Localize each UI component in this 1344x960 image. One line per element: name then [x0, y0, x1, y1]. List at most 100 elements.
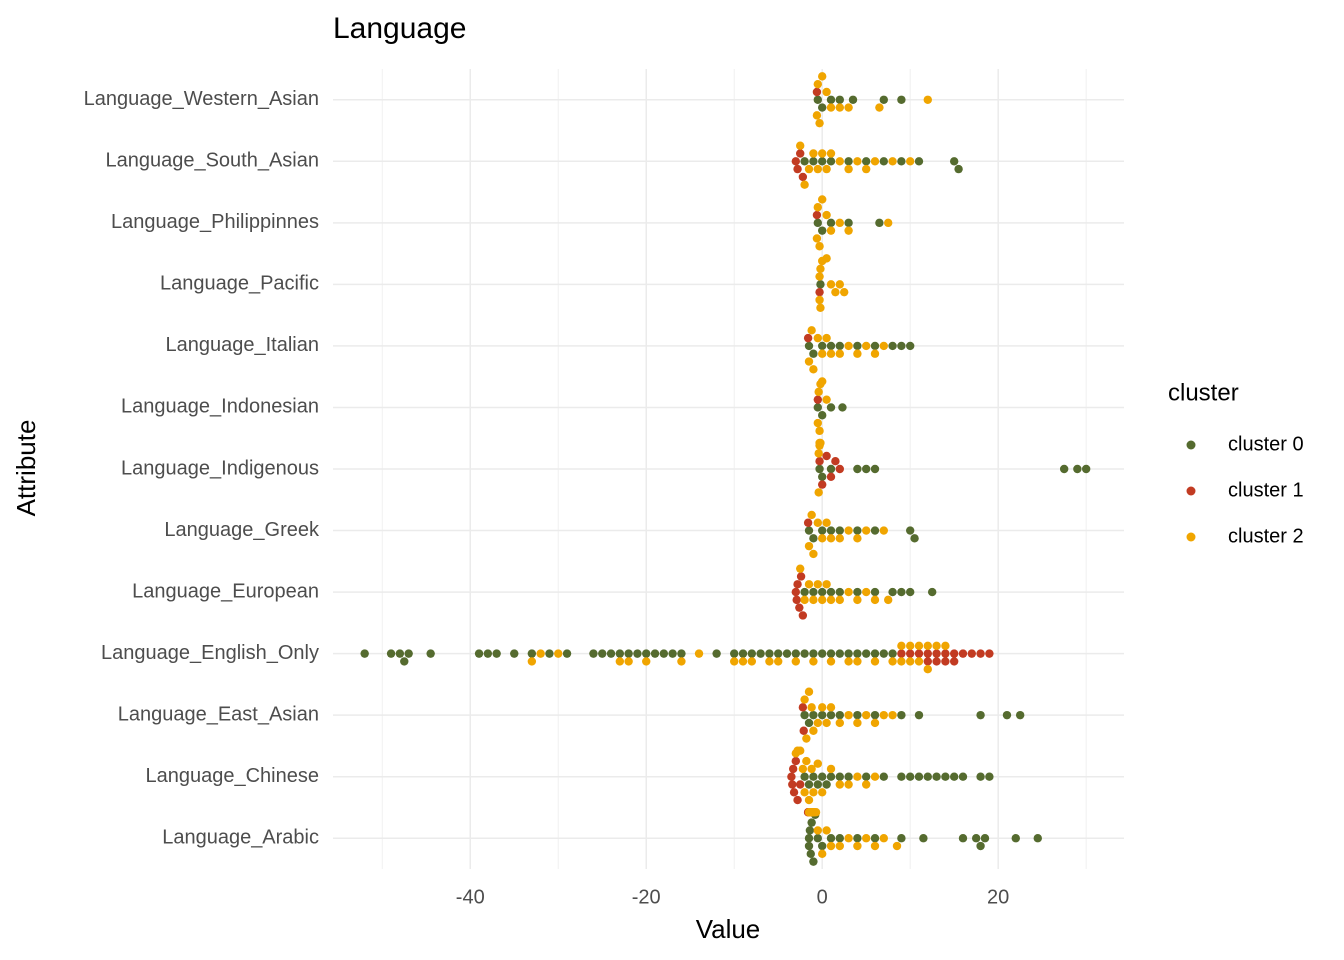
point	[814, 449, 823, 458]
point	[826, 595, 836, 605]
point	[1081, 464, 1091, 474]
point	[796, 149, 805, 158]
legend-marker	[1186, 532, 1196, 542]
point	[774, 649, 783, 658]
point	[807, 703, 816, 712]
point	[386, 649, 396, 658]
point	[831, 287, 840, 297]
point	[818, 587, 827, 597]
point	[806, 849, 815, 859]
point	[818, 788, 827, 797]
point	[804, 526, 814, 535]
point	[813, 418, 823, 428]
point	[812, 210, 822, 220]
point	[888, 587, 897, 597]
point	[798, 764, 808, 774]
point	[795, 603, 804, 612]
point	[897, 587, 906, 597]
point	[677, 657, 686, 666]
point	[813, 780, 823, 789]
point	[826, 226, 836, 235]
point	[914, 157, 924, 166]
point	[826, 710, 836, 720]
point	[914, 710, 924, 720]
point	[853, 157, 862, 166]
chart-title: Language	[333, 12, 466, 45]
point	[853, 657, 862, 666]
point	[861, 526, 871, 535]
point	[835, 710, 845, 720]
point	[818, 341, 827, 351]
point	[809, 857, 818, 866]
point	[826, 341, 836, 351]
point	[527, 657, 537, 666]
y-tick-label: Language_Indigenous	[121, 457, 319, 479]
point	[844, 710, 853, 720]
point	[812, 111, 822, 120]
point	[774, 657, 783, 666]
point	[799, 726, 808, 735]
point	[815, 272, 824, 281]
point	[510, 649, 519, 658]
point	[404, 649, 413, 658]
point	[826, 534, 836, 543]
point	[958, 834, 968, 843]
point	[800, 695, 809, 704]
point	[870, 841, 880, 851]
point	[802, 734, 811, 743]
point	[633, 649, 642, 658]
point	[809, 365, 818, 374]
point	[802, 756, 811, 766]
point	[932, 657, 941, 666]
point	[853, 526, 862, 535]
point	[798, 611, 808, 620]
point	[1011, 834, 1020, 843]
points	[360, 72, 1091, 866]
point	[796, 746, 805, 755]
point	[897, 649, 906, 658]
point	[615, 657, 625, 666]
point	[793, 795, 802, 805]
point	[861, 164, 871, 174]
point	[789, 788, 799, 797]
point	[826, 403, 836, 412]
point	[814, 387, 823, 397]
point	[804, 541, 814, 551]
point	[809, 587, 818, 597]
point	[818, 195, 827, 204]
point	[812, 234, 822, 243]
x-axis-label: Value	[696, 914, 761, 944]
point	[1015, 710, 1025, 720]
point	[818, 411, 827, 420]
point	[818, 703, 827, 712]
point	[809, 157, 818, 166]
point	[861, 464, 871, 474]
point	[527, 649, 537, 658]
point	[809, 349, 818, 358]
point	[914, 657, 924, 666]
x-tick-label: 0	[817, 886, 828, 908]
point	[888, 710, 897, 720]
point	[835, 95, 845, 104]
point	[897, 341, 906, 351]
point	[400, 657, 409, 666]
point	[787, 772, 796, 781]
point	[870, 649, 880, 658]
point	[976, 841, 985, 851]
point	[598, 649, 607, 658]
point	[642, 657, 651, 666]
point	[816, 438, 825, 448]
point	[941, 657, 950, 666]
point	[949, 657, 959, 666]
point	[905, 772, 915, 781]
legend-label: cluster 1	[1228, 479, 1304, 501]
point	[791, 587, 801, 597]
point	[927, 587, 937, 597]
point	[815, 457, 824, 466]
point	[813, 95, 823, 104]
point	[861, 710, 871, 720]
point	[818, 103, 827, 112]
point	[826, 764, 836, 774]
y-tick-label: Language_East_Asian	[118, 703, 319, 725]
point	[971, 834, 981, 843]
